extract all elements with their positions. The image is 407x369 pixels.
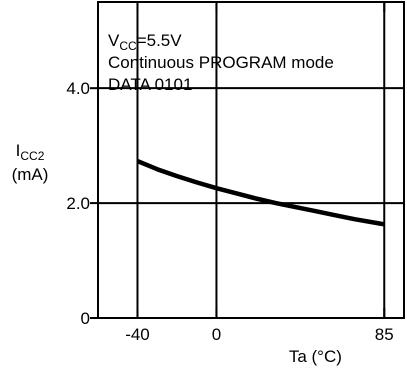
y-tick-label: 2.0 [66, 194, 90, 213]
annotation-vcc: VCC=5.5V [108, 31, 182, 53]
tick-marks [90, 2, 386, 319]
annotation-mode: Continuous PROGRAM mode [108, 53, 334, 72]
series-lines [136, 159, 385, 227]
x-tick-label: 85 [375, 325, 394, 344]
series-line [136, 159, 385, 227]
x-tick-label: -40 [125, 325, 150, 344]
x-tick-label: 0 [212, 325, 221, 344]
y-axis-label: ICC2 [16, 141, 45, 163]
annotation-data: DATA 0101 [108, 75, 192, 94]
grid-lines [98, 2, 404, 318]
y-tick-label: 4.0 [66, 79, 90, 98]
x-axis-label: Ta (°C) [289, 347, 342, 366]
y-tick-label: 0 [81, 309, 90, 328]
plot-frame [97, 1, 405, 319]
y-axis-unit: (mA) [12, 165, 49, 184]
